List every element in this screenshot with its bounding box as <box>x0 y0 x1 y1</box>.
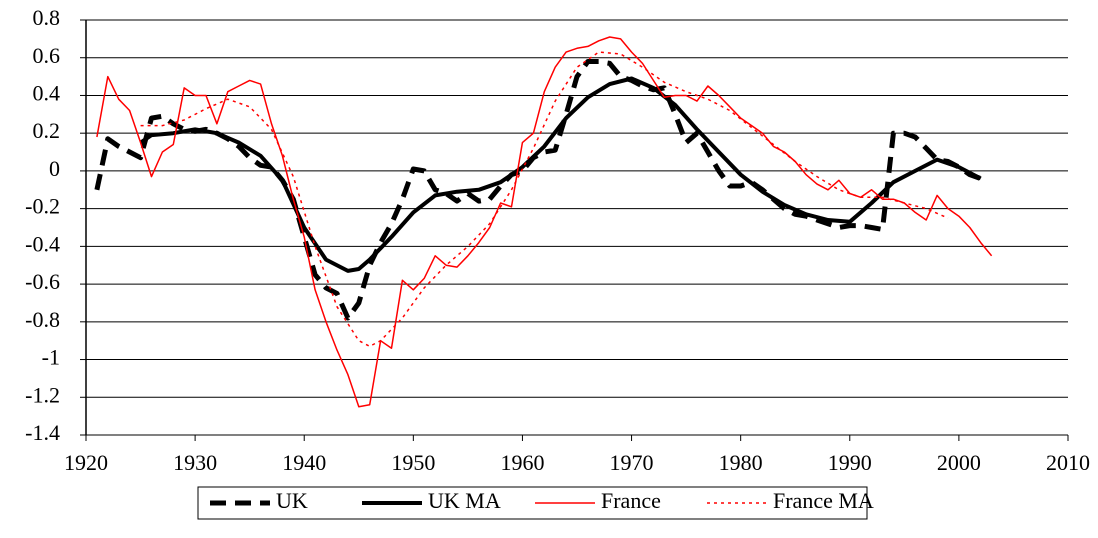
legend-label: France <box>601 488 661 513</box>
y-tick-label: -1.4 <box>25 420 60 445</box>
x-tick-label: 2010 <box>1046 450 1090 475</box>
y-tick-label: -1.2 <box>25 382 60 407</box>
x-tick-label: 1950 <box>391 450 435 475</box>
legend: UK UK MA France France MA <box>197 486 874 520</box>
x-tick-label: 2000 <box>937 450 981 475</box>
legend-label: UK MA <box>428 488 501 513</box>
x-tick-label: 1920 <box>64 450 108 475</box>
y-tick-label: 0.2 <box>33 118 61 143</box>
x-tick-label: 1990 <box>828 450 872 475</box>
series-line <box>96 36 993 408</box>
legend-box <box>197 486 868 520</box>
y-tick-label: 0.4 <box>33 81 61 106</box>
x-tick-label: 1940 <box>282 450 326 475</box>
y-tick-label: -1 <box>42 345 60 370</box>
x-tick-label: 1930 <box>173 450 217 475</box>
series-line <box>140 51 949 348</box>
x-tick-label: 1970 <box>610 450 654 475</box>
x-tick-label: 1960 <box>500 450 544 475</box>
y-tick-label: 0.6 <box>33 43 61 68</box>
y-tick-label: -0.8 <box>25 307 60 332</box>
y-tick-label: -0.6 <box>25 269 60 294</box>
legend-label: UK <box>276 488 308 513</box>
y-tick-label: 0.8 <box>33 5 61 30</box>
series-line <box>94 59 982 321</box>
y-tick-label: -0.4 <box>25 231 60 256</box>
series-line <box>139 76 982 273</box>
y-tick-label: 0 <box>49 156 60 181</box>
y-tick-label: -0.2 <box>25 194 60 219</box>
legend-label: France MA <box>773 488 874 513</box>
x-tick-label: 1980 <box>719 450 763 475</box>
